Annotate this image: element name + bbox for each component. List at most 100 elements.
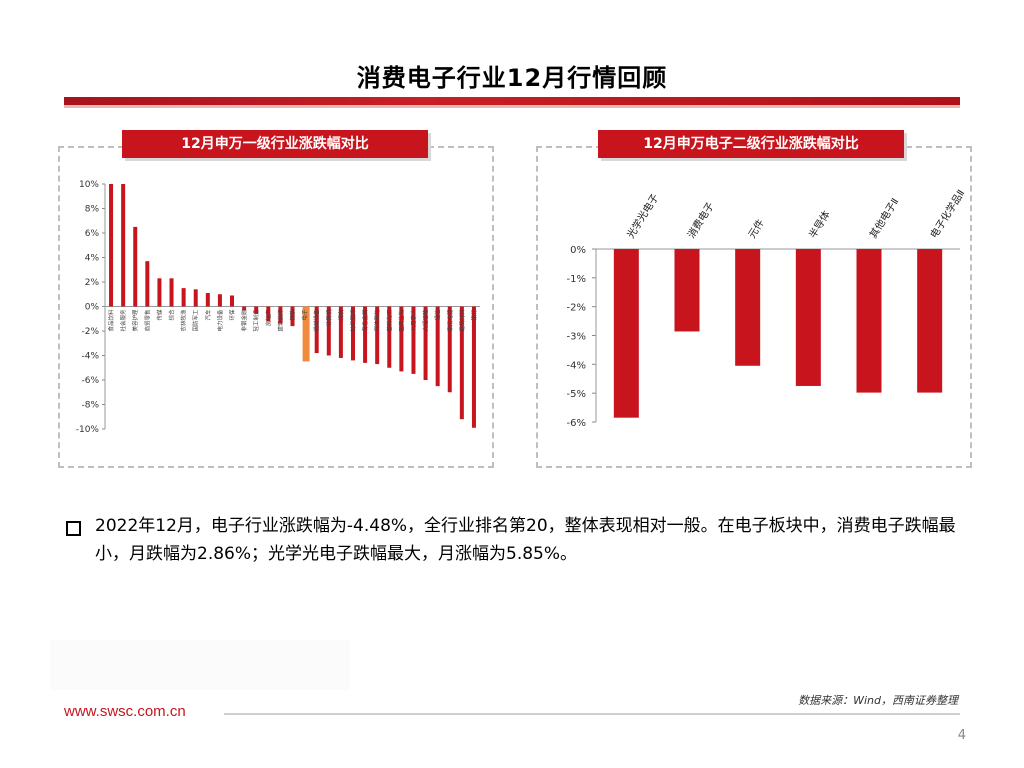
category-label: 钢铁 (289, 309, 297, 321)
bar-通信 (435, 306, 440, 387)
bar-家用电器 (447, 306, 452, 393)
y-tick-label: 0% (85, 303, 100, 313)
bar-美容护理 (133, 226, 138, 307)
bar-非银金融 (242, 306, 247, 311)
bar-电子 (302, 306, 310, 362)
bar-农林牧渔 (181, 288, 186, 307)
category-label: 光学光电子 (624, 191, 662, 240)
category-label: 电子 (301, 309, 309, 321)
bar-食品饮料 (109, 184, 114, 307)
y-tick-label: -5% (567, 389, 586, 400)
bar-元件 (735, 249, 761, 366)
category-label: 其他电子Ⅱ (867, 196, 902, 241)
category-label: 农林牧渔 (180, 309, 188, 332)
bar-纺织服饰 (350, 306, 355, 361)
bar-电子化学品Ⅱ (917, 249, 943, 393)
bar-国防军工 (193, 289, 198, 307)
category-label: 有色金属 (361, 310, 369, 332)
electronics-bar-chart: 0% -1% -2% -3% -4% -5% -6% 光学光电子 消费电子 元件 半导体 其他电子Ⅱ 电… (567, 187, 968, 429)
y-tick-label: -3% (567, 332, 586, 343)
y-tick-label: 6% (85, 229, 100, 239)
data-source: 数据来源：Wind，西南证券整理 (798, 694, 958, 707)
bar-电力设备 (217, 294, 222, 307)
y-tick-label: 2% (85, 278, 100, 288)
bar-石油石化 (375, 306, 380, 365)
category-label: 轻工制造 (252, 309, 260, 332)
bar-商贸零售 (145, 261, 150, 307)
category-label: 美容护理 (131, 309, 139, 332)
footer-divider (224, 713, 960, 715)
y-tick-label: -4% (567, 360, 586, 371)
category-label: 商贸零售 (143, 310, 151, 332)
category-label: 半导体 (806, 208, 833, 240)
website-link[interactable]: www.swsc.com.cn (64, 703, 186, 720)
category-label: 建筑材料 (458, 309, 466, 332)
bar-综合 (169, 278, 174, 307)
category-label: 电子化学品Ⅱ (927, 187, 967, 240)
page-number: 4 (957, 728, 966, 743)
category-label: 机械设备 (313, 309, 321, 332)
bar-有色金属 (363, 306, 368, 363)
category-label: 家用电器 (446, 309, 454, 332)
category-label: 电力设备 (216, 309, 224, 332)
category-label: 煤炭 (337, 309, 345, 321)
y-tick-label: -4% (81, 352, 99, 362)
category-label: 综合 (168, 309, 176, 321)
bar-其他电子Ⅱ (856, 249, 882, 393)
category-label: 公用事业 (409, 309, 417, 332)
y-tick-label: -8% (81, 401, 99, 411)
bar-机械设备 (314, 306, 319, 354)
category-label: 社会服务 (119, 309, 127, 332)
bar-医药生物 (399, 306, 404, 372)
title-underline-shadow (64, 105, 960, 108)
faint-placeholder (50, 640, 350, 690)
bar-环保 (230, 295, 235, 307)
category-label: 纺织服饰 (349, 309, 357, 332)
category-label: 交通运输 (422, 309, 430, 332)
category-label: 环保 (228, 309, 236, 321)
bar-半导体 (795, 249, 821, 386)
category-label: 消费电子 (685, 200, 717, 241)
bar-银行 (471, 306, 476, 428)
right-chart-title: 12月申万电子二级行业涨跌幅对比 (598, 130, 904, 158)
category-label: 计算机 (325, 309, 333, 326)
bar-房地产 (266, 306, 271, 322)
bar-煤炭 (338, 306, 343, 358)
y-tick-label: -1% (567, 274, 586, 285)
title-underline (64, 97, 960, 105)
category-label: 国防军工 (192, 309, 200, 332)
y-tick-label: 10% (79, 180, 99, 190)
bar-消费电子 (674, 249, 700, 332)
y-tick-label: -6% (567, 418, 586, 429)
bar-公用事业 (411, 306, 416, 374)
y-tick-label: 0% (570, 245, 586, 256)
y-tick-label: 8% (85, 205, 100, 215)
bar-计算机 (326, 306, 331, 356)
bar-交通运输 (423, 306, 428, 380)
bar-建筑材料 (459, 306, 464, 420)
slide-title: 消费电子行业12月行情回顾 (356, 64, 668, 92)
industry-bar-chart: 10% 8% 6% 4% 2% 0% -2% -4% -6% -8% -10% 食品饮料 社会服务 美容护… (76, 180, 480, 435)
category-label: 石油石化 (373, 309, 381, 332)
category-label: 非银金融 (240, 309, 248, 332)
y-tick-label: -10% (76, 425, 100, 435)
summary-text: 2022年12月，电子行业涨跌幅为-4.48%，全行业排名第20，整体表现相对一… (95, 516, 956, 564)
category-label: 汽车 (204, 309, 212, 321)
bullet-square-icon (66, 521, 81, 536)
category-label: 银行 (470, 309, 478, 321)
y-tick-label: -2% (81, 327, 99, 337)
category-label: 医药生物 (397, 309, 405, 332)
bar-建筑装饰 (278, 306, 283, 324)
bar-传媒 (157, 278, 162, 307)
y-tick-label: -2% (567, 303, 586, 314)
bar-汽车 (205, 293, 210, 307)
category-label: 元件 (746, 217, 767, 240)
bar-钢铁 (290, 306, 295, 327)
bar-社会服务 (121, 184, 126, 307)
category-label: 传媒 (155, 309, 163, 321)
left-chart-title: 12月申万一级行业涨跌幅对比 (122, 130, 428, 158)
category-label: 建筑装饰 (276, 309, 284, 332)
bar-光学光电子 (613, 249, 639, 418)
category-label: 基础化工 (385, 309, 393, 332)
category-label: 食品饮料 (107, 309, 115, 332)
